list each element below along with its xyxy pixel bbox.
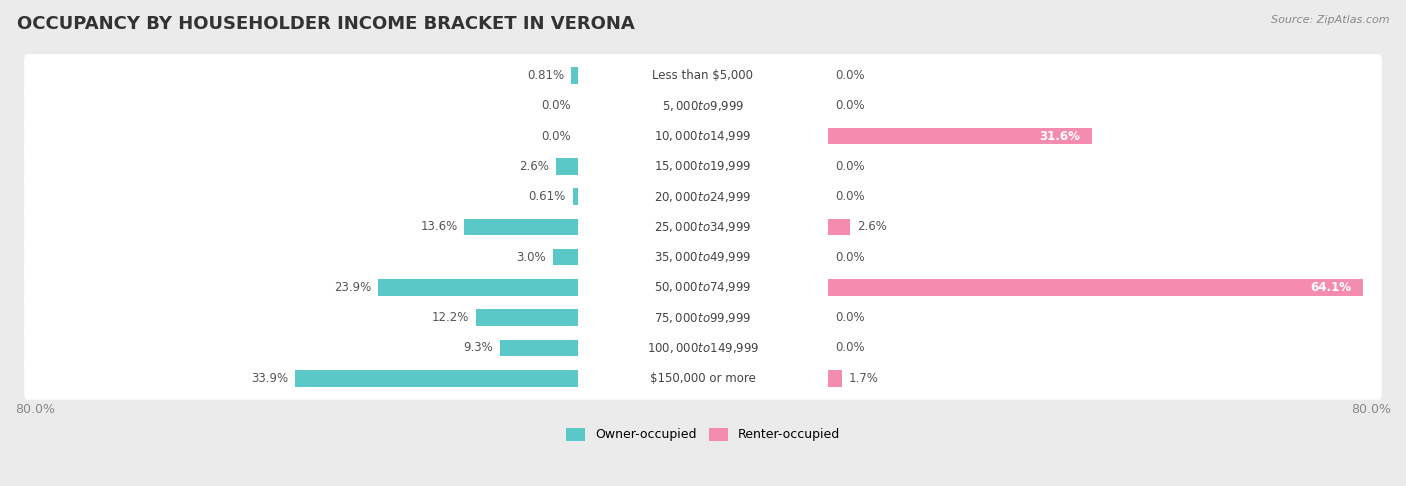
FancyBboxPatch shape bbox=[579, 155, 827, 177]
Text: 0.0%: 0.0% bbox=[835, 251, 865, 264]
Bar bbox=[555, 158, 578, 174]
FancyBboxPatch shape bbox=[24, 85, 1382, 127]
Text: 2.6%: 2.6% bbox=[856, 220, 887, 233]
FancyBboxPatch shape bbox=[579, 337, 827, 359]
Text: $25,000 to $34,999: $25,000 to $34,999 bbox=[654, 220, 752, 234]
Bar bbox=[475, 310, 578, 326]
Text: 2.6%: 2.6% bbox=[519, 160, 550, 173]
Text: $20,000 to $24,999: $20,000 to $24,999 bbox=[654, 190, 752, 204]
Text: 1.7%: 1.7% bbox=[849, 372, 879, 385]
Text: 0.0%: 0.0% bbox=[541, 99, 571, 112]
Text: $50,000 to $74,999: $50,000 to $74,999 bbox=[654, 280, 752, 295]
FancyBboxPatch shape bbox=[24, 236, 1382, 278]
FancyBboxPatch shape bbox=[24, 296, 1382, 339]
Bar bbox=[828, 128, 1092, 144]
Text: $35,000 to $49,999: $35,000 to $49,999 bbox=[654, 250, 752, 264]
FancyBboxPatch shape bbox=[579, 125, 827, 147]
Text: 23.9%: 23.9% bbox=[335, 281, 371, 294]
Bar bbox=[828, 370, 842, 386]
Text: Source: ZipAtlas.com: Source: ZipAtlas.com bbox=[1271, 15, 1389, 25]
FancyBboxPatch shape bbox=[24, 266, 1382, 309]
FancyBboxPatch shape bbox=[579, 186, 827, 208]
Legend: Owner-occupied, Renter-occupied: Owner-occupied, Renter-occupied bbox=[561, 423, 845, 447]
Text: 9.3%: 9.3% bbox=[464, 342, 494, 354]
Text: 0.0%: 0.0% bbox=[541, 130, 571, 142]
Text: 64.1%: 64.1% bbox=[1310, 281, 1351, 294]
Text: 0.0%: 0.0% bbox=[835, 160, 865, 173]
Text: 12.2%: 12.2% bbox=[432, 311, 470, 324]
FancyBboxPatch shape bbox=[579, 276, 827, 298]
Bar bbox=[295, 370, 578, 386]
Text: $75,000 to $99,999: $75,000 to $99,999 bbox=[654, 311, 752, 325]
Text: 0.0%: 0.0% bbox=[835, 311, 865, 324]
Text: 0.0%: 0.0% bbox=[835, 342, 865, 354]
Bar bbox=[464, 219, 578, 235]
Bar bbox=[501, 340, 578, 356]
FancyBboxPatch shape bbox=[579, 64, 827, 87]
FancyBboxPatch shape bbox=[24, 54, 1382, 97]
FancyBboxPatch shape bbox=[24, 115, 1382, 157]
Text: Less than $5,000: Less than $5,000 bbox=[652, 69, 754, 82]
FancyBboxPatch shape bbox=[579, 95, 827, 117]
Bar bbox=[571, 67, 578, 84]
Text: 0.0%: 0.0% bbox=[835, 99, 865, 112]
FancyBboxPatch shape bbox=[579, 216, 827, 238]
Text: $150,000 or more: $150,000 or more bbox=[650, 372, 756, 385]
Text: $15,000 to $19,999: $15,000 to $19,999 bbox=[654, 159, 752, 174]
FancyBboxPatch shape bbox=[24, 175, 1382, 218]
Text: 13.6%: 13.6% bbox=[420, 220, 457, 233]
Text: $5,000 to $9,999: $5,000 to $9,999 bbox=[662, 99, 744, 113]
Text: $10,000 to $14,999: $10,000 to $14,999 bbox=[654, 129, 752, 143]
Bar bbox=[828, 219, 851, 235]
FancyBboxPatch shape bbox=[579, 246, 827, 268]
Bar bbox=[378, 279, 578, 296]
Bar bbox=[572, 188, 578, 205]
Text: OCCUPANCY BY HOUSEHOLDER INCOME BRACKET IN VERONA: OCCUPANCY BY HOUSEHOLDER INCOME BRACKET … bbox=[17, 15, 634, 33]
Text: 0.0%: 0.0% bbox=[835, 190, 865, 203]
Text: 31.6%: 31.6% bbox=[1039, 130, 1080, 142]
FancyBboxPatch shape bbox=[579, 367, 827, 389]
Text: $100,000 to $149,999: $100,000 to $149,999 bbox=[647, 341, 759, 355]
Text: 0.81%: 0.81% bbox=[527, 69, 564, 82]
Bar bbox=[553, 249, 578, 265]
Bar bbox=[828, 279, 1364, 296]
FancyBboxPatch shape bbox=[579, 307, 827, 329]
FancyBboxPatch shape bbox=[24, 145, 1382, 188]
Text: 33.9%: 33.9% bbox=[250, 372, 288, 385]
Text: 0.61%: 0.61% bbox=[529, 190, 567, 203]
Text: 3.0%: 3.0% bbox=[516, 251, 546, 264]
FancyBboxPatch shape bbox=[24, 357, 1382, 400]
Text: 0.0%: 0.0% bbox=[835, 69, 865, 82]
FancyBboxPatch shape bbox=[24, 327, 1382, 369]
FancyBboxPatch shape bbox=[24, 206, 1382, 248]
